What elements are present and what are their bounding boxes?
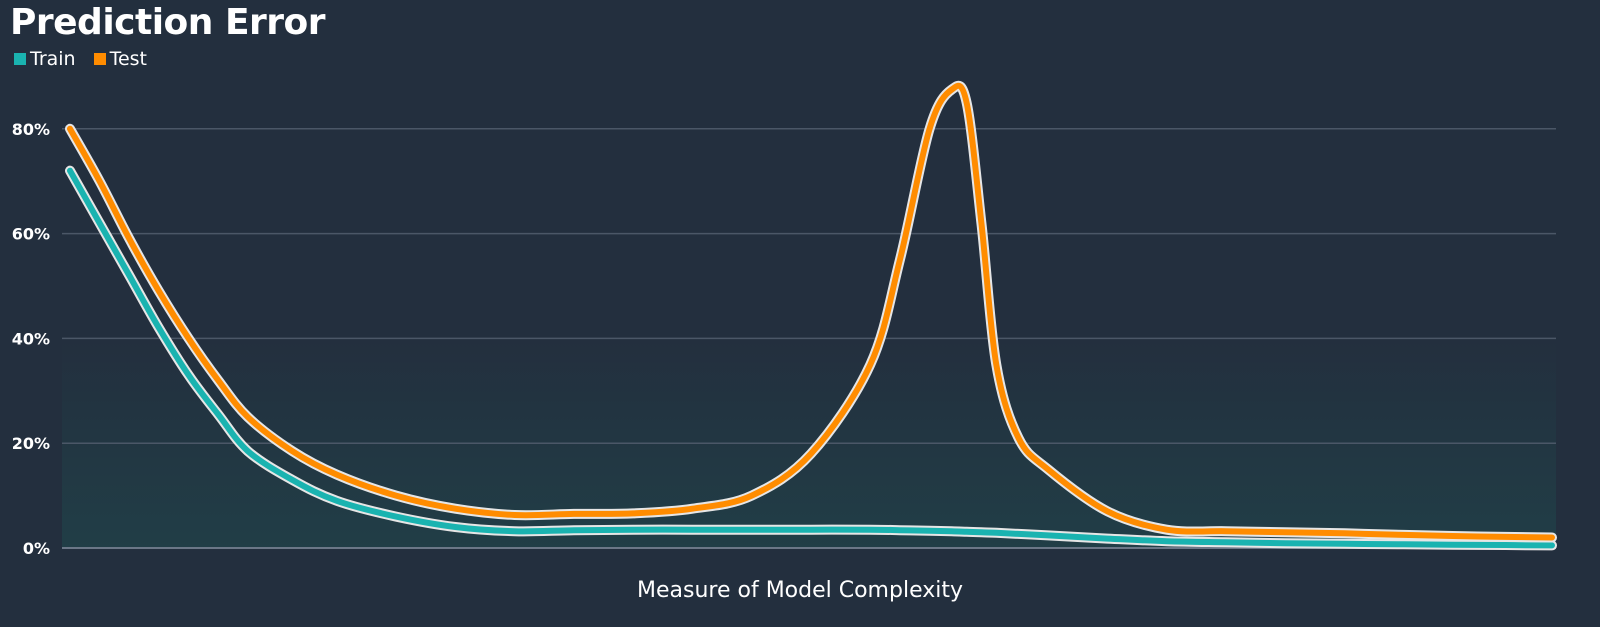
data-point-train[interactable]	[949, 528, 955, 534]
data-point-test[interactable]	[156, 288, 162, 294]
data-point-test[interactable]	[452, 506, 458, 512]
data-point-train[interactable]	[1342, 541, 1348, 547]
data-point-train[interactable]	[1401, 541, 1407, 547]
data-point-train[interactable]	[97, 220, 103, 226]
data-point-train[interactable]	[1549, 542, 1555, 548]
data-point-train[interactable]	[749, 527, 755, 533]
data-point-train[interactable]	[126, 273, 132, 279]
data-point-test[interactable]	[867, 362, 873, 368]
data-point-train[interactable]	[964, 529, 970, 535]
data-point-test[interactable]	[1475, 534, 1481, 540]
y-tick-label: 0%	[23, 539, 50, 558]
data-point-train[interactable]	[289, 477, 295, 483]
data-point-test[interactable]	[245, 414, 251, 420]
legend-label-test: Test	[109, 48, 148, 70]
series-line-test[interactable]	[67, 82, 1555, 541]
plot-background-fade	[62, 340, 1556, 549]
data-point-test[interactable]	[512, 512, 518, 518]
data-point-test[interactable]	[289, 448, 295, 454]
data-point-train[interactable]	[978, 529, 984, 535]
legend-label-train: Train	[30, 48, 76, 70]
data-point-test[interactable]	[215, 377, 221, 383]
data-point-test[interactable]	[1223, 528, 1229, 534]
data-point-test[interactable]	[978, 220, 984, 226]
chart-title: Prediction Error	[10, 2, 326, 43]
data-point-test[interactable]	[571, 511, 577, 517]
data-point-train[interactable]	[215, 411, 221, 417]
data-point-test[interactable]	[689, 506, 695, 512]
legend-item-train[interactable]: Train	[14, 48, 76, 70]
y-tick-label: 40%	[12, 329, 50, 348]
y-tick-label: 60%	[12, 225, 50, 244]
data-point-train[interactable]	[1104, 536, 1110, 542]
data-point-train[interactable]	[512, 528, 518, 534]
data-point-train[interactable]	[334, 498, 340, 504]
legend-item-test[interactable]: Test	[93, 48, 148, 70]
data-point-train[interactable]	[867, 527, 873, 533]
data-point-test[interactable]	[1401, 532, 1407, 538]
data-point-train[interactable]	[1045, 532, 1051, 538]
data-point-test[interactable]	[67, 126, 73, 132]
data-point-train[interactable]	[1016, 531, 1022, 537]
data-point-test[interactable]	[897, 257, 903, 263]
data-point-test[interactable]	[1016, 435, 1022, 441]
data-point-train[interactable]	[927, 528, 933, 534]
data-point-test[interactable]	[1104, 508, 1110, 514]
legend-swatch-train	[14, 53, 26, 65]
data-point-train[interactable]	[1223, 539, 1229, 545]
data-point-train[interactable]	[1164, 538, 1170, 544]
data-point-train[interactable]	[689, 527, 695, 533]
data-point-train[interactable]	[393, 514, 399, 520]
data-point-test[interactable]	[808, 451, 814, 457]
y-tick-label: 80%	[12, 120, 50, 139]
data-point-test[interactable]	[1164, 527, 1170, 533]
data-point-test[interactable]	[334, 472, 340, 478]
data-point-train[interactable]	[1475, 542, 1481, 548]
data-point-test[interactable]	[126, 236, 132, 242]
x-axis-label: Measure of Model Complexity	[637, 578, 963, 603]
data-point-train[interactable]	[186, 372, 192, 378]
data-point-test[interactable]	[97, 178, 103, 184]
data-point-test[interactable]	[1549, 535, 1555, 541]
data-point-test[interactable]	[393, 493, 399, 499]
data-point-train[interactable]	[808, 527, 814, 533]
data-point-train[interactable]	[993, 530, 999, 536]
data-point-train[interactable]	[156, 325, 162, 331]
data-point-test[interactable]	[749, 493, 755, 499]
data-point-test[interactable]	[186, 335, 192, 341]
data-point-train[interactable]	[571, 527, 577, 533]
data-point-train[interactable]	[452, 524, 458, 530]
data-point-test[interactable]	[630, 510, 636, 516]
series-line-train[interactable]	[67, 167, 1555, 549]
data-point-test[interactable]	[964, 100, 970, 106]
data-point-train[interactable]	[1282, 540, 1288, 546]
data-point-test[interactable]	[1342, 530, 1348, 536]
legend-swatch-test	[93, 53, 106, 65]
data-point-test[interactable]	[927, 126, 933, 132]
data-point-train[interactable]	[67, 168, 73, 174]
data-point-test[interactable]	[1282, 529, 1288, 535]
legend: Train Test	[14, 48, 147, 70]
data-point-test[interactable]	[949, 87, 955, 93]
y-tick-label: 20%	[12, 434, 50, 453]
data-point-test[interactable]	[993, 362, 999, 368]
data-point-train[interactable]	[897, 527, 903, 533]
data-point-test[interactable]	[1045, 466, 1051, 472]
data-point-train[interactable]	[245, 448, 251, 454]
data-point-train[interactable]	[630, 527, 636, 533]
